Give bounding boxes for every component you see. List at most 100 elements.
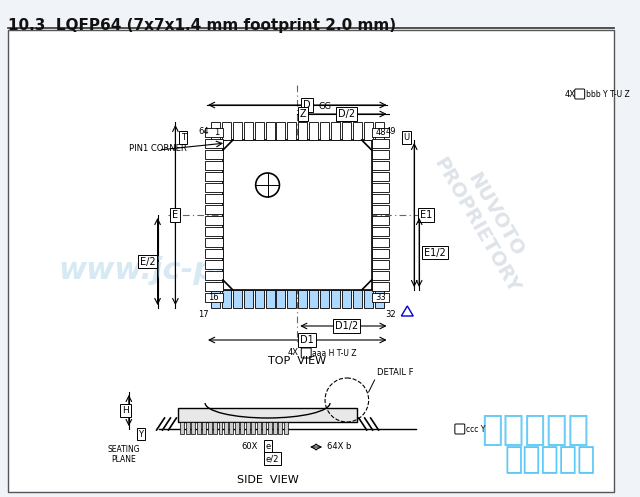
Bar [372, 282, 390, 291]
Bar [309, 290, 318, 308]
Bar [222, 122, 231, 140]
Bar [179, 408, 356, 422]
Bar [205, 238, 223, 247]
Text: T: T [181, 133, 186, 142]
Bar [372, 172, 390, 181]
Text: D/2: D/2 [339, 109, 355, 119]
Text: PIN1 CORNER: PIN1 CORNER [129, 144, 187, 153]
Text: Z: Z [300, 109, 307, 119]
Bar [374, 290, 383, 308]
Text: 64X b: 64X b [327, 442, 351, 451]
Bar [372, 183, 390, 192]
Bar [240, 422, 244, 434]
Text: GG: GG [319, 101, 332, 110]
Text: D1: D1 [300, 335, 314, 345]
Text: E1: E1 [420, 210, 432, 220]
Bar [205, 128, 223, 137]
Bar [207, 422, 212, 434]
Bar [353, 290, 362, 308]
Text: SEATING
PLANE: SEATING PLANE [108, 445, 140, 464]
Text: 深圳宏力捷: 深圳宏力捷 [481, 413, 589, 447]
Text: bbb Y T-U Z: bbb Y T-U Z [586, 89, 629, 98]
Bar [372, 150, 390, 159]
Bar [252, 422, 255, 434]
Text: 深圳宏力捷: 深圳宏力捷 [504, 445, 596, 475]
Bar [205, 249, 223, 258]
Bar [287, 290, 296, 308]
Bar [222, 290, 231, 308]
Bar [202, 422, 206, 434]
Bar [224, 422, 228, 434]
Bar [233, 290, 242, 308]
Bar [372, 271, 390, 280]
Bar [298, 122, 307, 140]
Bar [372, 238, 390, 247]
Bar [257, 422, 260, 434]
Bar [266, 290, 275, 308]
Text: ccc Y: ccc Y [466, 424, 485, 433]
Bar [278, 422, 282, 434]
Text: 64: 64 [198, 127, 209, 136]
Bar [213, 422, 217, 434]
Bar [298, 290, 307, 308]
Bar [205, 282, 223, 291]
Bar [372, 293, 390, 302]
Bar [372, 194, 390, 203]
Bar [372, 161, 390, 170]
Bar [205, 293, 223, 302]
Bar [235, 422, 239, 434]
Bar [211, 290, 220, 308]
Text: 16: 16 [209, 293, 219, 302]
Bar [255, 122, 264, 140]
Bar [205, 271, 223, 280]
Bar [331, 122, 340, 140]
Bar [244, 290, 253, 308]
Text: NUVOTO
PROPRIETORY: NUVOTO PROPRIETORY [429, 144, 541, 297]
Bar [205, 139, 223, 148]
Text: aaa H T-U Z: aaa H T-U Z [312, 348, 356, 357]
Bar [180, 422, 184, 434]
Bar [342, 290, 351, 308]
Bar [244, 122, 253, 140]
Text: SIDE  VIEW: SIDE VIEW [237, 475, 298, 485]
Bar [372, 249, 390, 258]
Text: E1/2: E1/2 [424, 248, 446, 257]
Bar [320, 290, 329, 308]
Bar [287, 122, 296, 140]
Bar [342, 122, 351, 140]
Text: 33: 33 [376, 293, 387, 302]
Text: D: D [303, 100, 311, 110]
Text: U: U [403, 133, 410, 142]
FancyBboxPatch shape [575, 89, 585, 99]
Bar [205, 260, 223, 269]
Bar [284, 422, 288, 434]
Bar [218, 422, 223, 434]
Text: 17: 17 [198, 310, 209, 319]
Bar [331, 290, 340, 308]
Bar [276, 290, 285, 308]
Bar [191, 422, 195, 434]
Bar [276, 122, 285, 140]
Bar [374, 122, 383, 140]
Text: e/2: e/2 [266, 454, 279, 463]
FancyBboxPatch shape [301, 348, 311, 358]
Bar [266, 122, 275, 140]
Text: 4X: 4X [565, 90, 576, 99]
Bar [364, 122, 372, 140]
Text: 49: 49 [385, 127, 396, 136]
Bar [320, 122, 329, 140]
FancyBboxPatch shape [455, 424, 465, 434]
Text: E: E [172, 210, 179, 220]
Bar [205, 216, 223, 225]
Circle shape [255, 173, 280, 197]
Bar [372, 227, 390, 236]
Bar [205, 205, 223, 214]
Text: e: e [266, 442, 271, 451]
Bar [262, 422, 266, 434]
Bar [186, 422, 190, 434]
Text: E/2: E/2 [140, 256, 156, 266]
Text: TOP  VIEW: TOP VIEW [268, 356, 326, 366]
Text: 10.3  LQFP64 (7x7x1.4 mm footprint 2.0 mm): 10.3 LQFP64 (7x7x1.4 mm footprint 2.0 mm… [8, 18, 396, 33]
Text: DETAIL F: DETAIL F [376, 367, 413, 377]
Bar [223, 140, 372, 290]
